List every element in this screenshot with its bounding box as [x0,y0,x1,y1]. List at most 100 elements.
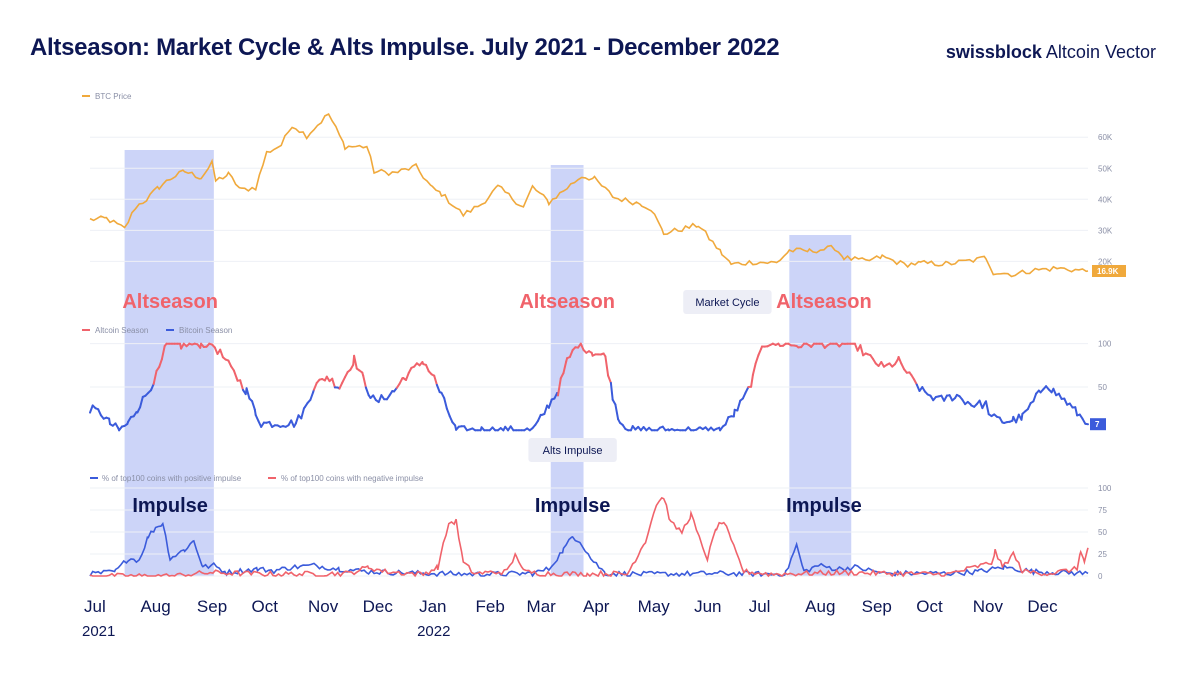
x-tick-month: Dec [363,597,394,616]
season-line-segment [160,345,166,361]
season-line-segment [614,403,620,421]
season-line-segment [724,416,730,426]
season-line-segment [245,387,251,400]
season-line-segment [152,369,158,385]
season-y-tick-label: 50 [1098,383,1107,392]
season-line-segment [227,359,233,368]
season-line-segment [445,407,451,418]
season-line-segment [750,373,754,388]
season-line-segment [398,377,404,385]
x-tick-year: 2021 [82,623,115,640]
season-line-segment [900,362,906,371]
season-line-segment [744,386,750,394]
x-tick-month: May [638,597,671,616]
tag-btc: Market Cycle [683,290,772,314]
season-line-segment [309,391,315,401]
season-line-segment [557,377,562,397]
season-line-segment [331,377,336,389]
season-line-segment [448,415,454,424]
x-tick-month: Sep [862,597,892,616]
season-line-segment [313,382,318,391]
season-line-segment [985,400,990,416]
x-tick-month: Apr [583,597,610,616]
season-line-segment [751,362,757,376]
x-tick-year: 2022 [417,623,450,640]
altcoin-season-legend-label: Altcoin Season [95,326,148,335]
positive-impulse-legend-label: % of top100 coins with positive impulse [102,474,242,483]
btc-y-tick-label: 40K [1098,195,1113,204]
x-tick-month: Sep [197,597,227,616]
x-tick-month: Nov [308,597,339,616]
season-line-segment [150,382,155,392]
brand-product: Altcoin Vector [1041,42,1156,62]
season-line-segment [435,383,441,394]
negative-impulse-legend-label: % of top100 coins with negative impulse [281,474,424,483]
tag-background [683,290,772,314]
x-tick-month: Jun [694,597,721,616]
season-line-segment [736,399,742,412]
page-title: Altseason: Market Cycle & Alts Impulse. … [30,34,780,61]
season-line-segment [562,360,568,374]
season-line-segment [859,344,865,357]
altseason-label: Altseason [122,291,218,313]
impulse-y-tick-label: 50 [1098,528,1107,537]
tag-season: Alts Impulse [528,438,617,462]
season-line-segment [732,408,736,418]
season-line-segment [425,363,430,373]
season-line-segment [364,386,370,397]
x-tick-month: Jul [749,597,771,616]
season-line-segment [1074,406,1079,417]
btc-last-value-badge [1092,265,1126,277]
season-line-segment [757,347,763,357]
x-tick-month: Feb [476,597,505,616]
btc-price-line [89,113,1089,278]
negative-impulse-line [89,496,1089,578]
highlight-bands [124,150,852,576]
season-line-segment [338,381,344,390]
brand-logo: swissblock Altcoin Vector [946,42,1156,63]
x-tick-month: Oct [916,597,943,616]
x-tick-month: Oct [252,597,279,616]
brand-name: swissblock [945,42,1042,62]
season-lines [89,342,1089,432]
season-line-segment [607,374,612,384]
altseason-label: Altseason [776,291,872,313]
season-line-segment [547,398,553,409]
btc-last-value-label: 16.9K [1097,267,1119,276]
season-y-tick-label: 100 [1098,340,1112,349]
impulse-label: Impulse [786,495,862,517]
season-line-segment [405,372,410,381]
season-line-segment [579,342,585,351]
season-line-segment [89,404,94,414]
season-line-segment [981,401,987,410]
x-tick-month: Mar [527,597,557,616]
highlight-band [789,235,852,576]
season-line-segment [543,404,549,415]
season-line-segment [300,407,305,420]
season-line-segment [1052,387,1058,397]
impulse-label: Impulse [535,495,611,517]
season-last-value-label: 7 [1095,420,1100,429]
season-line-segment [254,414,260,423]
season-line-segment [341,376,346,384]
season-line-segment [139,395,144,409]
season-line-segment [353,354,358,370]
x-tick-month: Aug [805,597,835,616]
x-tick-month: Jul [84,597,106,616]
season-line-segment [609,381,614,401]
btc-y-tick-label: 60K [1098,133,1113,142]
season-line-segment [568,349,574,358]
impulse-label: Impulse [132,495,208,517]
season-line-segment [1063,397,1069,406]
tag-label: Alts Impulse [543,445,603,457]
tag-background [528,438,617,462]
season-line-segment [443,397,448,410]
season-line-segment [377,394,383,404]
btc-y-tick-label: 50K [1098,164,1113,173]
season-line-segment [741,391,747,400]
season-line-segment [754,354,760,365]
season-line-segment [1032,392,1038,403]
btc-y-tick-label: 30K [1098,226,1113,235]
season-last-value-badge [1090,418,1106,431]
